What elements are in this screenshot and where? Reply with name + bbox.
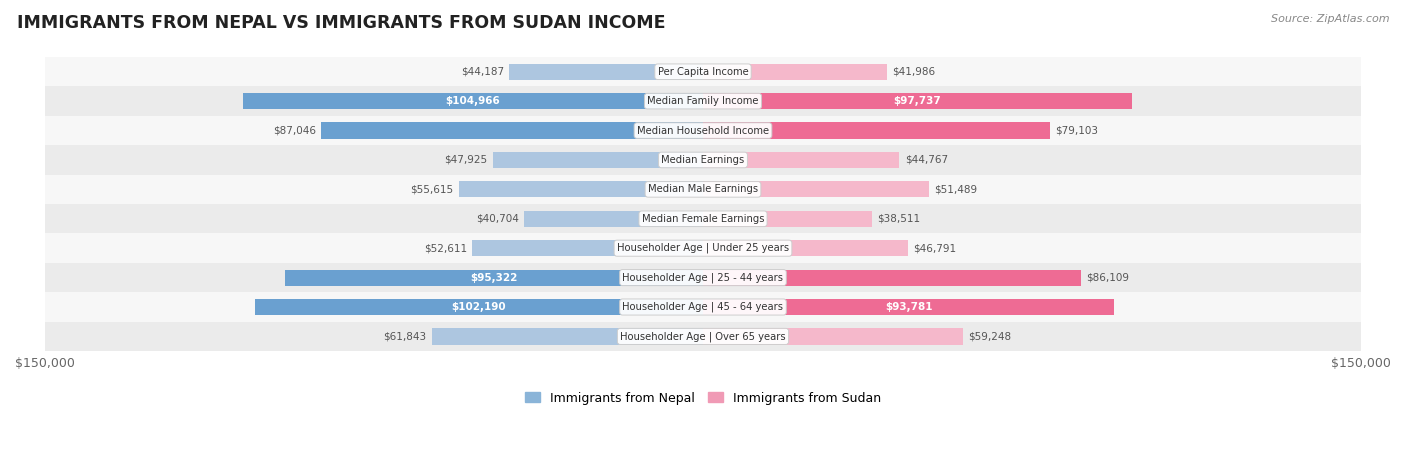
Legend: Immigrants from Nepal, Immigrants from Sudan: Immigrants from Nepal, Immigrants from S… (520, 387, 886, 410)
Text: Householder Age | 25 - 44 years: Householder Age | 25 - 44 years (623, 272, 783, 283)
Bar (703, 328, 963, 345)
Text: Median Household Income: Median Household Income (637, 126, 769, 135)
Bar (45, 116, 1361, 145)
Bar (703, 64, 887, 80)
Text: Householder Age | Over 65 years: Householder Age | Over 65 years (620, 331, 786, 342)
Text: $95,322: $95,322 (470, 273, 517, 283)
Bar (321, 122, 703, 139)
Bar (703, 299, 1115, 315)
Bar (45, 57, 1361, 86)
Bar (45, 175, 1361, 204)
Text: IMMIGRANTS FROM NEPAL VS IMMIGRANTS FROM SUDAN INCOME: IMMIGRANTS FROM NEPAL VS IMMIGRANTS FROM… (17, 14, 665, 32)
Text: $38,511: $38,511 (877, 214, 921, 224)
Bar (45, 292, 1361, 322)
Bar (242, 93, 703, 109)
Text: Median Family Income: Median Family Income (647, 96, 759, 106)
Bar (509, 64, 703, 80)
Bar (45, 263, 1361, 292)
Text: $44,767: $44,767 (904, 155, 948, 165)
Text: $93,781: $93,781 (884, 302, 932, 312)
Text: $52,611: $52,611 (423, 243, 467, 253)
Text: $79,103: $79,103 (1056, 126, 1098, 135)
Text: $46,791: $46,791 (914, 243, 956, 253)
Text: $59,248: $59,248 (969, 332, 1011, 341)
Text: $44,187: $44,187 (461, 67, 503, 77)
Bar (703, 240, 908, 256)
Text: $51,489: $51,489 (934, 184, 977, 194)
Bar (703, 152, 900, 168)
Bar (432, 328, 703, 345)
Bar (703, 122, 1050, 139)
Bar (703, 211, 872, 227)
Text: $47,925: $47,925 (444, 155, 488, 165)
Text: $86,109: $86,109 (1085, 273, 1129, 283)
Text: Median Female Earnings: Median Female Earnings (641, 214, 765, 224)
Bar (703, 181, 929, 198)
Text: $97,737: $97,737 (894, 96, 941, 106)
Text: Householder Age | 45 - 64 years: Householder Age | 45 - 64 years (623, 302, 783, 312)
Bar (45, 86, 1361, 116)
Bar (703, 269, 1081, 286)
Text: Median Earnings: Median Earnings (661, 155, 745, 165)
Text: $55,615: $55,615 (411, 184, 454, 194)
Text: $102,190: $102,190 (451, 302, 506, 312)
Bar (45, 322, 1361, 351)
Text: Householder Age | Under 25 years: Householder Age | Under 25 years (617, 243, 789, 254)
Text: Per Capita Income: Per Capita Income (658, 67, 748, 77)
Bar (45, 204, 1361, 234)
Bar (458, 181, 703, 198)
Text: $40,704: $40,704 (477, 214, 519, 224)
Text: Median Male Earnings: Median Male Earnings (648, 184, 758, 194)
Text: $87,046: $87,046 (273, 126, 316, 135)
Bar (45, 234, 1361, 263)
Text: Source: ZipAtlas.com: Source: ZipAtlas.com (1271, 14, 1389, 24)
Bar (45, 145, 1361, 175)
Bar (492, 152, 703, 168)
Text: $41,986: $41,986 (893, 67, 935, 77)
Bar (703, 93, 1132, 109)
Bar (524, 211, 703, 227)
Bar (472, 240, 703, 256)
Text: $61,843: $61,843 (384, 332, 426, 341)
Text: $104,966: $104,966 (446, 96, 501, 106)
Bar (254, 299, 703, 315)
Bar (285, 269, 703, 286)
